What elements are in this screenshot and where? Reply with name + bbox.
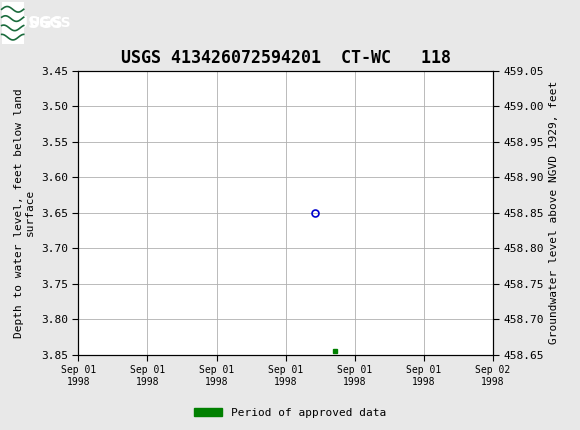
Y-axis label: Groundwater level above NGVD 1929, feet: Groundwater level above NGVD 1929, feet xyxy=(549,81,560,344)
Text: ≡USGS: ≡USGS xyxy=(3,16,63,31)
Text: USGS: USGS xyxy=(28,16,71,30)
Title: USGS 413426072594201  CT-WC   118: USGS 413426072594201 CT-WC 118 xyxy=(121,49,451,67)
Bar xyxy=(2,2,24,44)
Y-axis label: Depth to water level, feet below land
surface: Depth to water level, feet below land su… xyxy=(14,88,35,338)
Legend: Period of approved data: Period of approved data xyxy=(190,403,390,422)
